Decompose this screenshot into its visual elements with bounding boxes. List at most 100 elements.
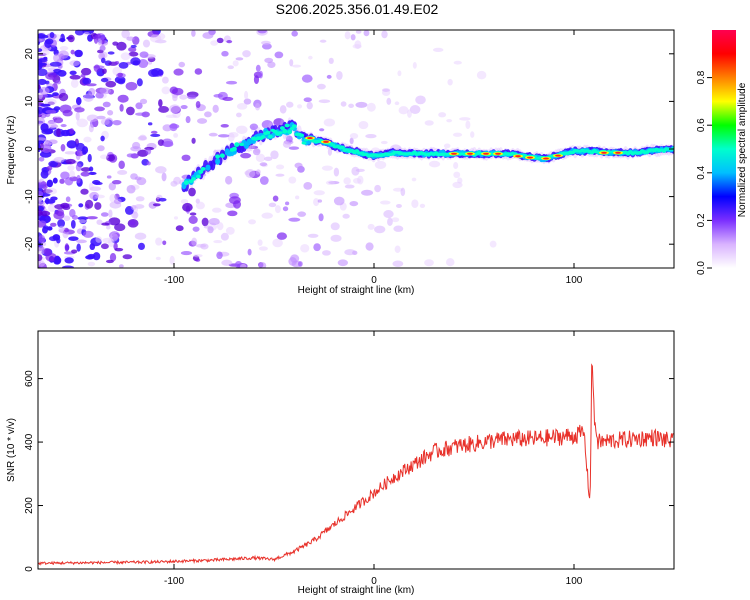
snr-series-line [38, 363, 674, 566]
snr-xtick-label: 100 [566, 576, 583, 587]
noise-speckle [294, 162, 303, 169]
noise-speckle [350, 34, 356, 41]
noise-speckle [295, 195, 300, 200]
noise-speckle [76, 149, 82, 156]
noise-speckle [257, 239, 263, 246]
noise-speckle [453, 162, 459, 170]
noise-speckle [69, 128, 75, 135]
noise-speckle [161, 76, 169, 84]
noise-speckle [53, 106, 61, 111]
noise-speckle [394, 101, 400, 106]
noise-speckle [148, 201, 157, 209]
noise-speckle [137, 149, 149, 157]
ridge-mark [195, 174, 201, 179]
colorbar-label: Normalized spectral amplitude [737, 82, 748, 217]
noise-speckle [379, 200, 391, 205]
snr-frame [37, 330, 675, 570]
noise-speckle [96, 115, 106, 120]
noise-speckle [391, 217, 400, 223]
noise-speckle [67, 34, 75, 43]
noise-speckle [74, 107, 85, 113]
noise-speckle [225, 80, 238, 85]
noise-speckle [114, 247, 124, 252]
noise-speckle [276, 232, 288, 240]
noise-speckle [120, 52, 131, 61]
noise-speckle [227, 132, 235, 142]
ridge-mark [291, 124, 297, 128]
noise-speckle [298, 261, 303, 267]
noise-speckle [75, 111, 80, 121]
noise-speckle [47, 203, 57, 212]
noise-speckle [255, 64, 261, 72]
noise-speckle [137, 242, 145, 251]
noise-speckle [105, 259, 114, 264]
noise-speckle [113, 198, 122, 205]
noise-speckle [157, 69, 164, 76]
noise-speckle [135, 196, 145, 202]
noise-speckle [80, 171, 90, 177]
noise-speckle [56, 128, 61, 137]
noise-speckle [38, 68, 48, 77]
noise-speckle [382, 88, 391, 92]
noise-speckle [179, 94, 188, 100]
colorbar-gradient [712, 30, 736, 268]
noise-speckle [411, 177, 417, 182]
noise-speckle [45, 71, 57, 80]
noise-speckle [282, 140, 292, 148]
noise-speckle [317, 199, 323, 203]
noise-speckle [289, 59, 294, 67]
noise-speckle [272, 195, 279, 202]
noise-speckle [43, 225, 49, 229]
noise-speckle [255, 169, 261, 175]
noise-speckle [76, 118, 88, 128]
noise-speckle [147, 122, 153, 126]
noise-speckle [134, 176, 142, 181]
noise-speckle [62, 265, 74, 268]
noise-speckle [353, 177, 362, 184]
ridge-hot-core [543, 157, 549, 160]
noise-speckle [284, 201, 290, 206]
noise-speckle [75, 163, 82, 172]
noise-speckle [129, 220, 136, 226]
noise-speckle [69, 170, 76, 178]
noise-speckle [75, 96, 82, 106]
noise-speckle [348, 103, 355, 108]
snr-ytick-label: 600 [24, 370, 35, 387]
ridge-mark [205, 164, 211, 171]
noise-speckle [38, 235, 46, 244]
noise-speckle [64, 177, 74, 186]
noise-speckle [83, 136, 92, 143]
noise-speckle [172, 94, 178, 102]
noise-speckle [113, 242, 118, 251]
spectrogram-xtick-label: 0 [371, 275, 377, 286]
noise-speckle [107, 238, 115, 248]
noise-speckle [229, 196, 241, 204]
snr-ytick-label: 400 [24, 433, 35, 450]
noise-speckle [225, 226, 235, 235]
noise-speckle [328, 57, 334, 65]
noise-speckle [195, 198, 200, 204]
noise-speckle [221, 259, 233, 266]
noise-speckle [489, 240, 497, 248]
noise-speckle [411, 199, 419, 209]
noise-speckle [87, 261, 96, 267]
noise-speckle [89, 191, 99, 200]
ridge-mark [215, 157, 221, 165]
colorbar-tick-label: 0.6 [696, 118, 707, 132]
noise-speckle [95, 236, 102, 243]
noise-speckle [394, 245, 401, 254]
ridge-hot-core [467, 152, 473, 155]
noise-speckle [303, 181, 313, 190]
noise-speckle [105, 225, 111, 230]
ridge-hot-core [451, 152, 457, 155]
noise-speckle [145, 148, 152, 155]
noise-speckle [236, 125, 248, 134]
noise-speckle [57, 50, 69, 59]
noise-speckle [452, 132, 463, 137]
spectrogram-ylabel: Frequency (Hz) [6, 116, 17, 185]
noise-speckle [50, 222, 57, 227]
noise-speckle [307, 233, 319, 238]
noise-speckle [146, 61, 153, 65]
spectrogram-xtick-label: 100 [566, 275, 583, 286]
